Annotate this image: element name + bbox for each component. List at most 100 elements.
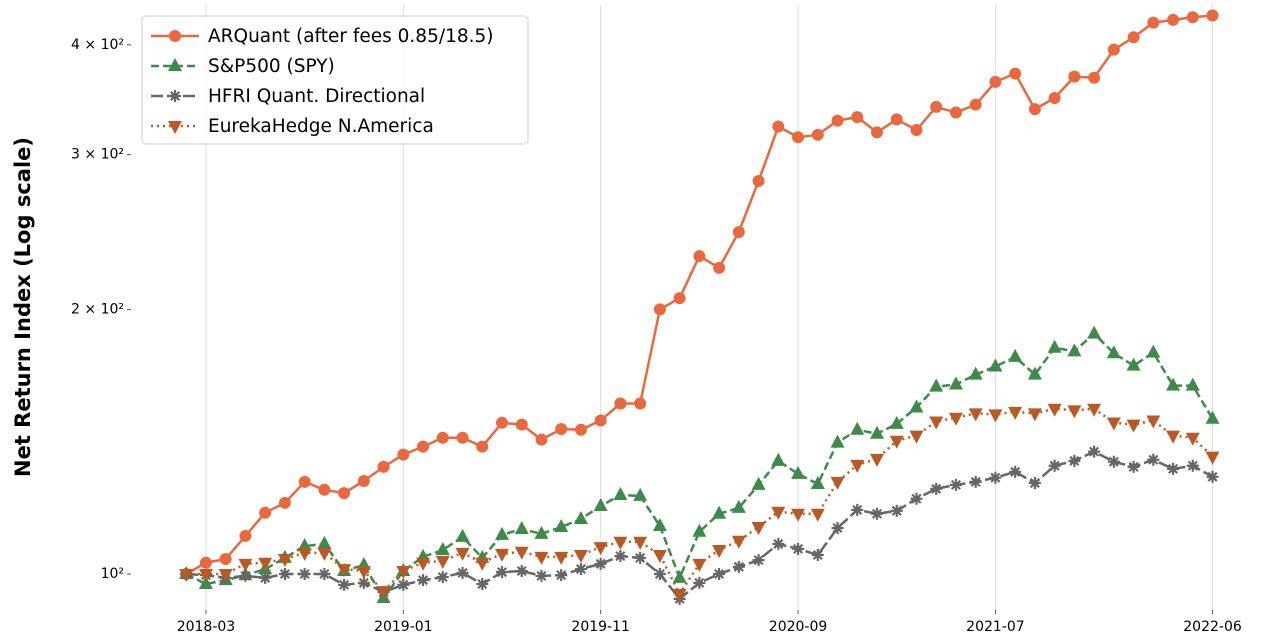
marker	[672, 588, 687, 602]
marker	[1087, 403, 1102, 417]
marker	[871, 126, 883, 139]
marker	[712, 505, 727, 519]
marker	[376, 586, 391, 600]
marker	[317, 535, 332, 549]
marker	[496, 566, 508, 579]
marker	[968, 408, 983, 422]
marker	[1167, 462, 1180, 475]
marker	[1146, 344, 1161, 358]
marker	[514, 546, 529, 560]
marker	[910, 124, 923, 137]
marker	[948, 412, 963, 426]
marker	[258, 557, 273, 571]
marker	[811, 549, 824, 562]
marker	[554, 519, 569, 533]
marker	[455, 528, 470, 542]
marker	[810, 475, 825, 489]
y-tick-label: 4 × 10²	[71, 37, 124, 53]
marker	[948, 376, 963, 390]
marker	[633, 487, 648, 501]
marker	[456, 566, 469, 579]
marker	[573, 510, 588, 524]
marker	[318, 568, 331, 580]
marker	[1167, 13, 1180, 26]
marker	[713, 261, 726, 274]
marker	[850, 459, 865, 473]
marker	[277, 554, 292, 568]
marker	[535, 569, 548, 582]
x-tick-label: 2018-03	[177, 619, 236, 634]
marker	[514, 521, 529, 535]
marker	[652, 550, 667, 564]
marker	[593, 542, 608, 556]
marker	[356, 565, 371, 579]
marker	[455, 547, 470, 561]
marker	[1147, 453, 1160, 466]
marker	[357, 474, 370, 487]
marker	[1027, 366, 1042, 380]
marker	[1185, 432, 1200, 446]
marker	[969, 98, 982, 111]
marker	[198, 569, 213, 583]
marker	[693, 250, 706, 263]
marker	[1009, 465, 1022, 478]
marker	[239, 569, 252, 582]
marker	[259, 571, 272, 584]
marker	[693, 576, 706, 589]
marker	[633, 536, 648, 550]
marker	[1068, 454, 1081, 467]
marker	[988, 409, 1003, 423]
marker	[831, 522, 844, 535]
marker	[870, 453, 884, 467]
marker	[435, 555, 450, 569]
legend-label: ARQuant (after fees 0.85/18.5)	[208, 26, 494, 47]
marker	[1067, 343, 1082, 357]
marker	[810, 508, 825, 522]
marker	[614, 550, 627, 563]
marker	[396, 565, 411, 579]
marker	[259, 506, 272, 519]
marker	[554, 551, 569, 565]
marker	[851, 503, 864, 516]
marker	[1186, 459, 1199, 472]
marker	[338, 578, 351, 591]
marker	[850, 421, 865, 435]
marker	[751, 522, 766, 536]
y-tick-label: 3 × 10²	[71, 147, 124, 163]
marker	[614, 397, 627, 410]
legend-label: EurekaHedge N.America	[208, 116, 434, 137]
marker	[1106, 345, 1121, 359]
x-tick-label: 2021-07	[966, 619, 1025, 634]
marker	[930, 482, 943, 495]
legend-marker	[168, 121, 182, 134]
marker	[594, 557, 607, 570]
marker	[1166, 430, 1181, 444]
marker	[652, 517, 667, 531]
marker	[1206, 470, 1219, 483]
marker	[1028, 103, 1041, 116]
marker	[811, 128, 824, 141]
marker	[199, 556, 212, 569]
marker	[1186, 11, 1199, 24]
marker	[219, 553, 232, 566]
marker	[573, 550, 588, 564]
marker	[673, 292, 686, 305]
marker	[792, 131, 805, 144]
marker	[851, 111, 864, 124]
marker	[1028, 477, 1041, 490]
marker	[713, 568, 726, 580]
marker	[1087, 325, 1102, 339]
marker	[238, 558, 253, 572]
marker	[1107, 43, 1120, 56]
marker	[772, 120, 785, 133]
marker	[909, 430, 924, 444]
marker	[357, 576, 370, 589]
marker	[929, 378, 944, 392]
marker	[613, 536, 628, 550]
legend-label: S&P500 (SPY)	[208, 56, 335, 77]
marker	[417, 574, 430, 587]
marker	[298, 568, 311, 580]
marker	[1127, 31, 1140, 44]
marker	[338, 487, 351, 500]
marker	[969, 475, 982, 488]
